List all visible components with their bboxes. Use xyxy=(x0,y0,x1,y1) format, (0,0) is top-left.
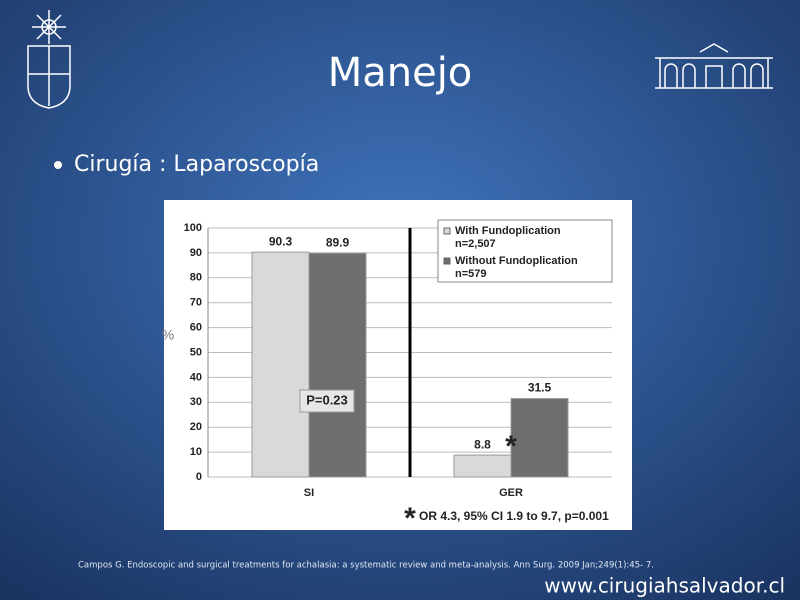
legend-sample: n=579 xyxy=(455,268,487,280)
value-label: 8.8 xyxy=(474,437,491,451)
y-tick-label: 60 xyxy=(190,322,202,334)
footnote-star: * xyxy=(404,502,416,535)
x-tick-label: GER xyxy=(499,487,523,499)
p-value-box xyxy=(299,389,355,413)
bullet-dot xyxy=(54,161,62,169)
x-tick-label: SI xyxy=(304,487,314,499)
footer-url: www.cirugiahsalvador.cl xyxy=(544,574,785,598)
legend-label: Without Fundoplication xyxy=(455,255,578,267)
y-tick-label: 30 xyxy=(190,396,202,408)
footnote: OR 4.3, 95% CI 1.9 to 9.7, p=0.001 xyxy=(419,509,609,523)
slide-title: Manejo xyxy=(328,50,473,96)
y-tick-label: 70 xyxy=(190,297,202,309)
bar xyxy=(308,252,367,478)
y-tick-label: 0 xyxy=(196,471,202,483)
legend-label: With Fundoplication xyxy=(455,225,561,237)
bar xyxy=(251,251,310,478)
significance-star: * xyxy=(505,430,517,463)
bullet-text: Cirugía : Laparoscopía xyxy=(74,152,319,177)
legend-box xyxy=(437,219,613,283)
y-tick-label: 80 xyxy=(190,272,202,284)
p-value: P=0.23 xyxy=(306,392,348,407)
y-tick-label: 90 xyxy=(190,247,202,259)
chart: 0 10 20 30 40 50 60 70 80 90 100% SI 90.3 89.9 GER 8.8 3… xyxy=(162,219,613,535)
value-label: 31.5 xyxy=(528,381,552,395)
y-tick-label: 40 xyxy=(190,371,202,383)
bar xyxy=(453,454,512,478)
legend-swatch xyxy=(443,257,451,265)
value-label: 90.3 xyxy=(269,234,293,248)
logo-right xyxy=(655,43,773,89)
bar xyxy=(510,398,569,478)
logo-left xyxy=(27,10,71,109)
value-label: 89.9 xyxy=(326,235,350,249)
legend-sample: n=2,507 xyxy=(455,238,496,250)
y-tick-label: 50 xyxy=(190,346,202,358)
y-tick-label: 20 xyxy=(190,421,202,433)
legend-swatch xyxy=(443,227,451,235)
citation: Campos G. Endoscopic and surgical treatm… xyxy=(78,561,654,571)
y-tick-label: 100 xyxy=(184,222,202,234)
y-axis-label: % xyxy=(162,327,174,343)
y-tick-label: 10 xyxy=(190,446,202,458)
